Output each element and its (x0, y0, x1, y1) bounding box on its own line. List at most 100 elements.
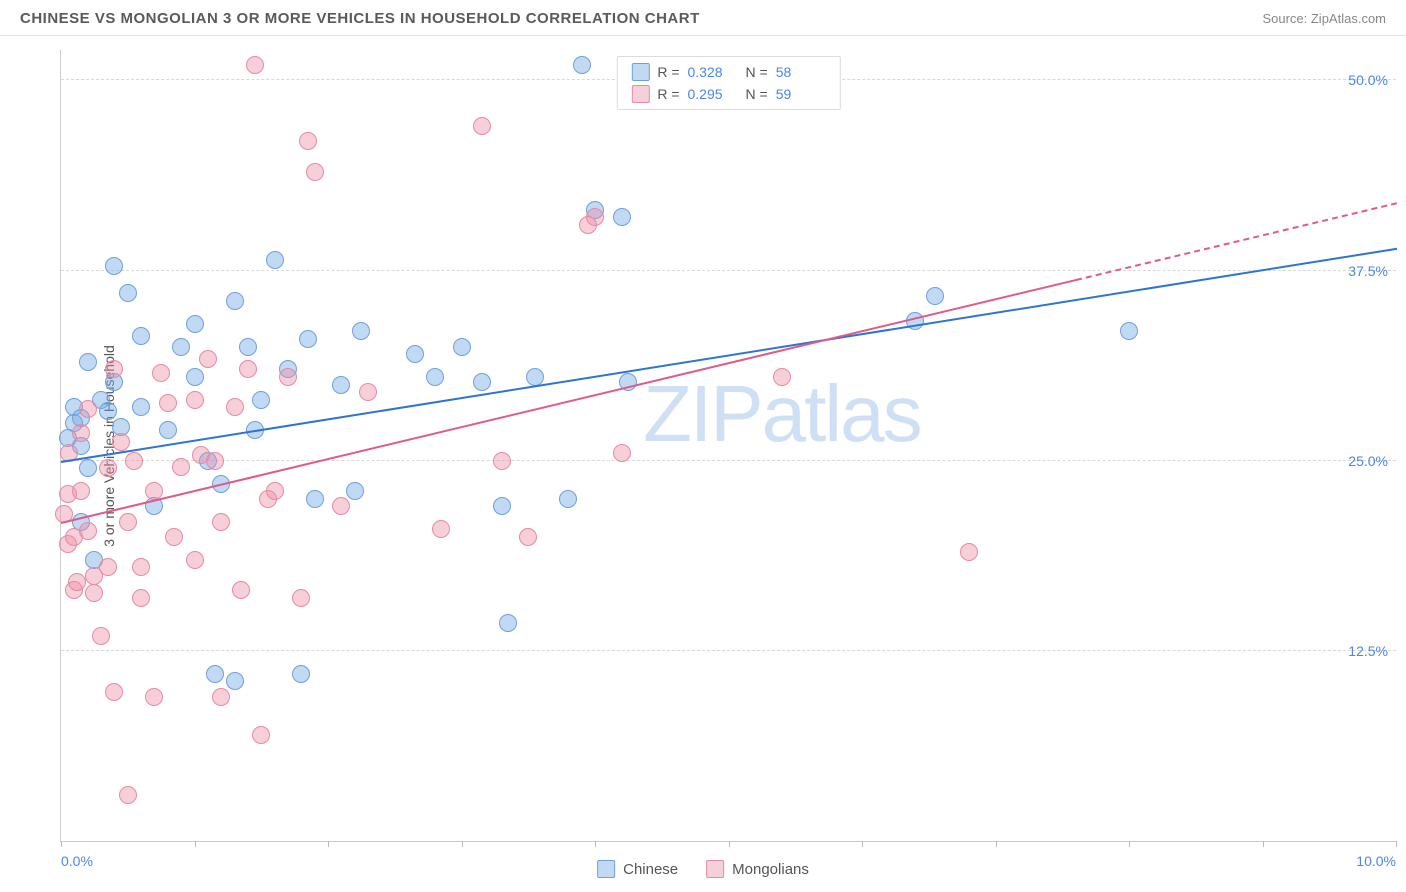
legend-item: Chinese (597, 860, 678, 878)
n-label: N = (746, 86, 768, 102)
legend-label: Mongolians (732, 861, 809, 878)
data-point (105, 257, 123, 275)
header: CHINESE VS MONGOLIAN 3 OR MORE VEHICLES … (0, 0, 1406, 36)
data-point (119, 513, 137, 531)
data-point (252, 391, 270, 409)
data-point (252, 726, 270, 744)
x-tick (462, 841, 463, 847)
y-tick-label: 25.0% (1348, 453, 1388, 469)
data-point (279, 368, 297, 386)
r-value: 0.295 (688, 86, 738, 102)
data-point (473, 373, 491, 391)
x-tick (996, 841, 997, 847)
data-point (112, 433, 130, 451)
trend-line (61, 279, 1077, 524)
gridline (61, 650, 1396, 651)
data-point (306, 163, 324, 181)
legend-label: Chinese (623, 861, 678, 878)
data-point (426, 368, 444, 386)
data-point (613, 444, 631, 462)
data-point (406, 345, 424, 363)
data-point (206, 452, 224, 470)
data-point (519, 528, 537, 546)
data-point (79, 400, 97, 418)
data-point (226, 398, 244, 416)
data-point (926, 287, 944, 305)
data-point (352, 322, 370, 340)
data-point (359, 383, 377, 401)
data-point (266, 482, 284, 500)
data-point (105, 360, 123, 378)
correlation-legend: R =0.328N =58R =0.295N =59 (616, 56, 840, 110)
data-point (226, 672, 244, 690)
data-point (79, 459, 97, 477)
x-tick (1129, 841, 1130, 847)
data-point (559, 490, 577, 508)
legend-item: Mongolians (706, 860, 809, 878)
data-point (132, 398, 150, 416)
data-point (306, 490, 324, 508)
gridline (61, 270, 1396, 271)
data-point (226, 292, 244, 310)
data-point (165, 528, 183, 546)
data-point (299, 132, 317, 150)
data-point (493, 497, 511, 515)
x-tick-label: 10.0% (1356, 853, 1396, 869)
data-point (453, 338, 471, 356)
data-point (232, 581, 250, 599)
data-point (199, 350, 217, 368)
n-value: 59 (776, 86, 826, 102)
data-point (499, 614, 517, 632)
data-point (79, 522, 97, 540)
data-point (72, 424, 90, 442)
data-point (79, 353, 97, 371)
x-tick (61, 841, 62, 847)
x-tick-label: 0.0% (61, 853, 93, 869)
y-tick-label: 37.5% (1348, 263, 1388, 279)
data-point (586, 208, 604, 226)
x-tick (729, 841, 730, 847)
legend-swatch (597, 860, 615, 878)
data-point (573, 56, 591, 74)
data-point (212, 688, 230, 706)
data-point (960, 543, 978, 561)
x-tick (1263, 841, 1264, 847)
data-point (212, 513, 230, 531)
data-point (92, 627, 110, 645)
data-point (145, 688, 163, 706)
data-point (186, 368, 204, 386)
data-point (332, 497, 350, 515)
data-point (72, 482, 90, 500)
x-tick (595, 841, 596, 847)
chart-title: CHINESE VS MONGOLIAN 3 OR MORE VEHICLES … (20, 10, 700, 27)
trend-line (61, 248, 1397, 463)
legend-row: R =0.295N =59 (617, 83, 839, 105)
data-point (493, 452, 511, 470)
data-point (246, 56, 264, 74)
data-point (125, 452, 143, 470)
y-tick-label: 12.5% (1348, 643, 1388, 659)
x-tick (328, 841, 329, 847)
data-point (152, 364, 170, 382)
legend-row: R =0.328N =58 (617, 61, 839, 83)
data-point (186, 551, 204, 569)
data-point (299, 330, 317, 348)
data-point (186, 315, 204, 333)
data-point (1120, 322, 1138, 340)
series-legend: Chinese Mongolians (597, 860, 809, 878)
data-point (332, 376, 350, 394)
data-point (119, 786, 137, 804)
data-point (132, 558, 150, 576)
legend-swatch (631, 85, 649, 103)
data-point (99, 402, 117, 420)
data-point (206, 665, 224, 683)
data-point (85, 584, 103, 602)
data-point (613, 208, 631, 226)
source-label: Source: ZipAtlas.com (1262, 11, 1386, 26)
legend-swatch (631, 63, 649, 81)
data-point (119, 284, 137, 302)
data-point (99, 558, 117, 576)
data-point (266, 251, 284, 269)
data-point (239, 338, 257, 356)
data-point (99, 459, 117, 477)
